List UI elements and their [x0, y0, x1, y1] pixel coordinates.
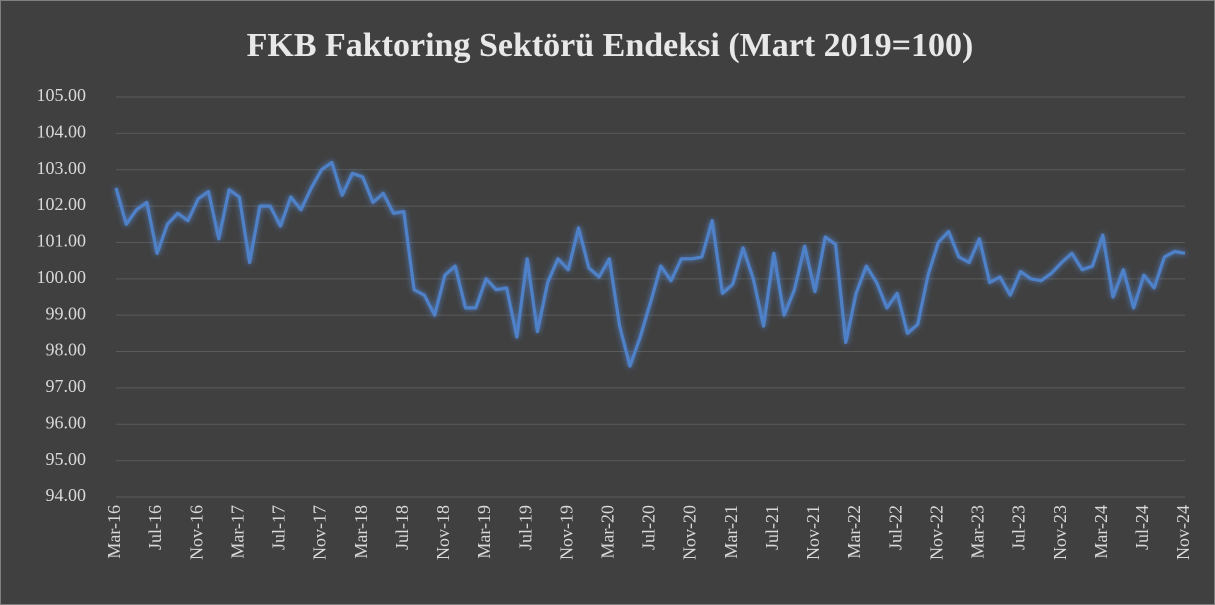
chart-title: FKB Faktoring Sektörü Endeksi (Mart 2019…	[247, 27, 974, 64]
x-tick-label: Jul-19	[515, 505, 535, 550]
x-tick-label: Nov-18	[433, 505, 453, 560]
x-tick-label: Nov-23	[1050, 505, 1070, 560]
y-tick-label: 97.00	[46, 376, 87, 396]
y-tick-label: 98.00	[46, 340, 87, 360]
x-tick-label: Nov-20	[680, 505, 700, 560]
x-tick-label: Mar-23	[968, 505, 988, 559]
x-tick-label: Mar-17	[227, 505, 247, 559]
x-tick-label: Mar-16	[104, 505, 124, 559]
x-tick-label: Nov-16	[186, 505, 206, 560]
x-tick-label: Nov-19	[556, 505, 576, 560]
x-tick-label: Mar-20	[598, 505, 618, 559]
x-tick-label: Mar-21	[721, 505, 741, 559]
x-tick-label: Nov-24	[1173, 505, 1193, 560]
y-tick-label: 103.00	[37, 158, 87, 178]
x-tick-label: Jul-20	[639, 505, 659, 550]
y-tick-label: 105.00	[37, 85, 87, 105]
y-tick-label: 102.00	[37, 194, 87, 214]
y-tick-label: 94.00	[46, 485, 87, 505]
x-tick-label: Mar-24	[1091, 505, 1111, 559]
x-tick-label: Jul-24	[1132, 505, 1152, 550]
data-line	[114, 160, 1186, 368]
x-tick-label: Jul-21	[762, 505, 782, 550]
x-tick-label: Mar-18	[351, 505, 371, 559]
y-tick-label: 101.00	[37, 231, 87, 251]
x-tick-label: Jul-22	[885, 505, 905, 550]
y-tick-label: 99.00	[46, 303, 87, 323]
x-tick-label: Jul-16	[145, 505, 165, 550]
x-tick-label: Nov-22	[926, 505, 946, 560]
x-tick-label: Jul-18	[392, 505, 412, 550]
y-tick-label: 95.00	[46, 449, 87, 469]
x-tick-label: Mar-22	[844, 505, 864, 559]
y-tick-label: 96.00	[46, 412, 87, 432]
y-tick-label: 104.00	[37, 121, 87, 141]
x-tick-label: Jul-17	[269, 505, 289, 550]
x-tick-label: Nov-17	[310, 505, 330, 560]
x-tick-label: Jul-23	[1009, 505, 1029, 550]
y-tick-label: 100.00	[37, 267, 87, 287]
x-tick-label: Mar-19	[474, 505, 494, 559]
x-tick-label: Nov-21	[803, 505, 823, 560]
